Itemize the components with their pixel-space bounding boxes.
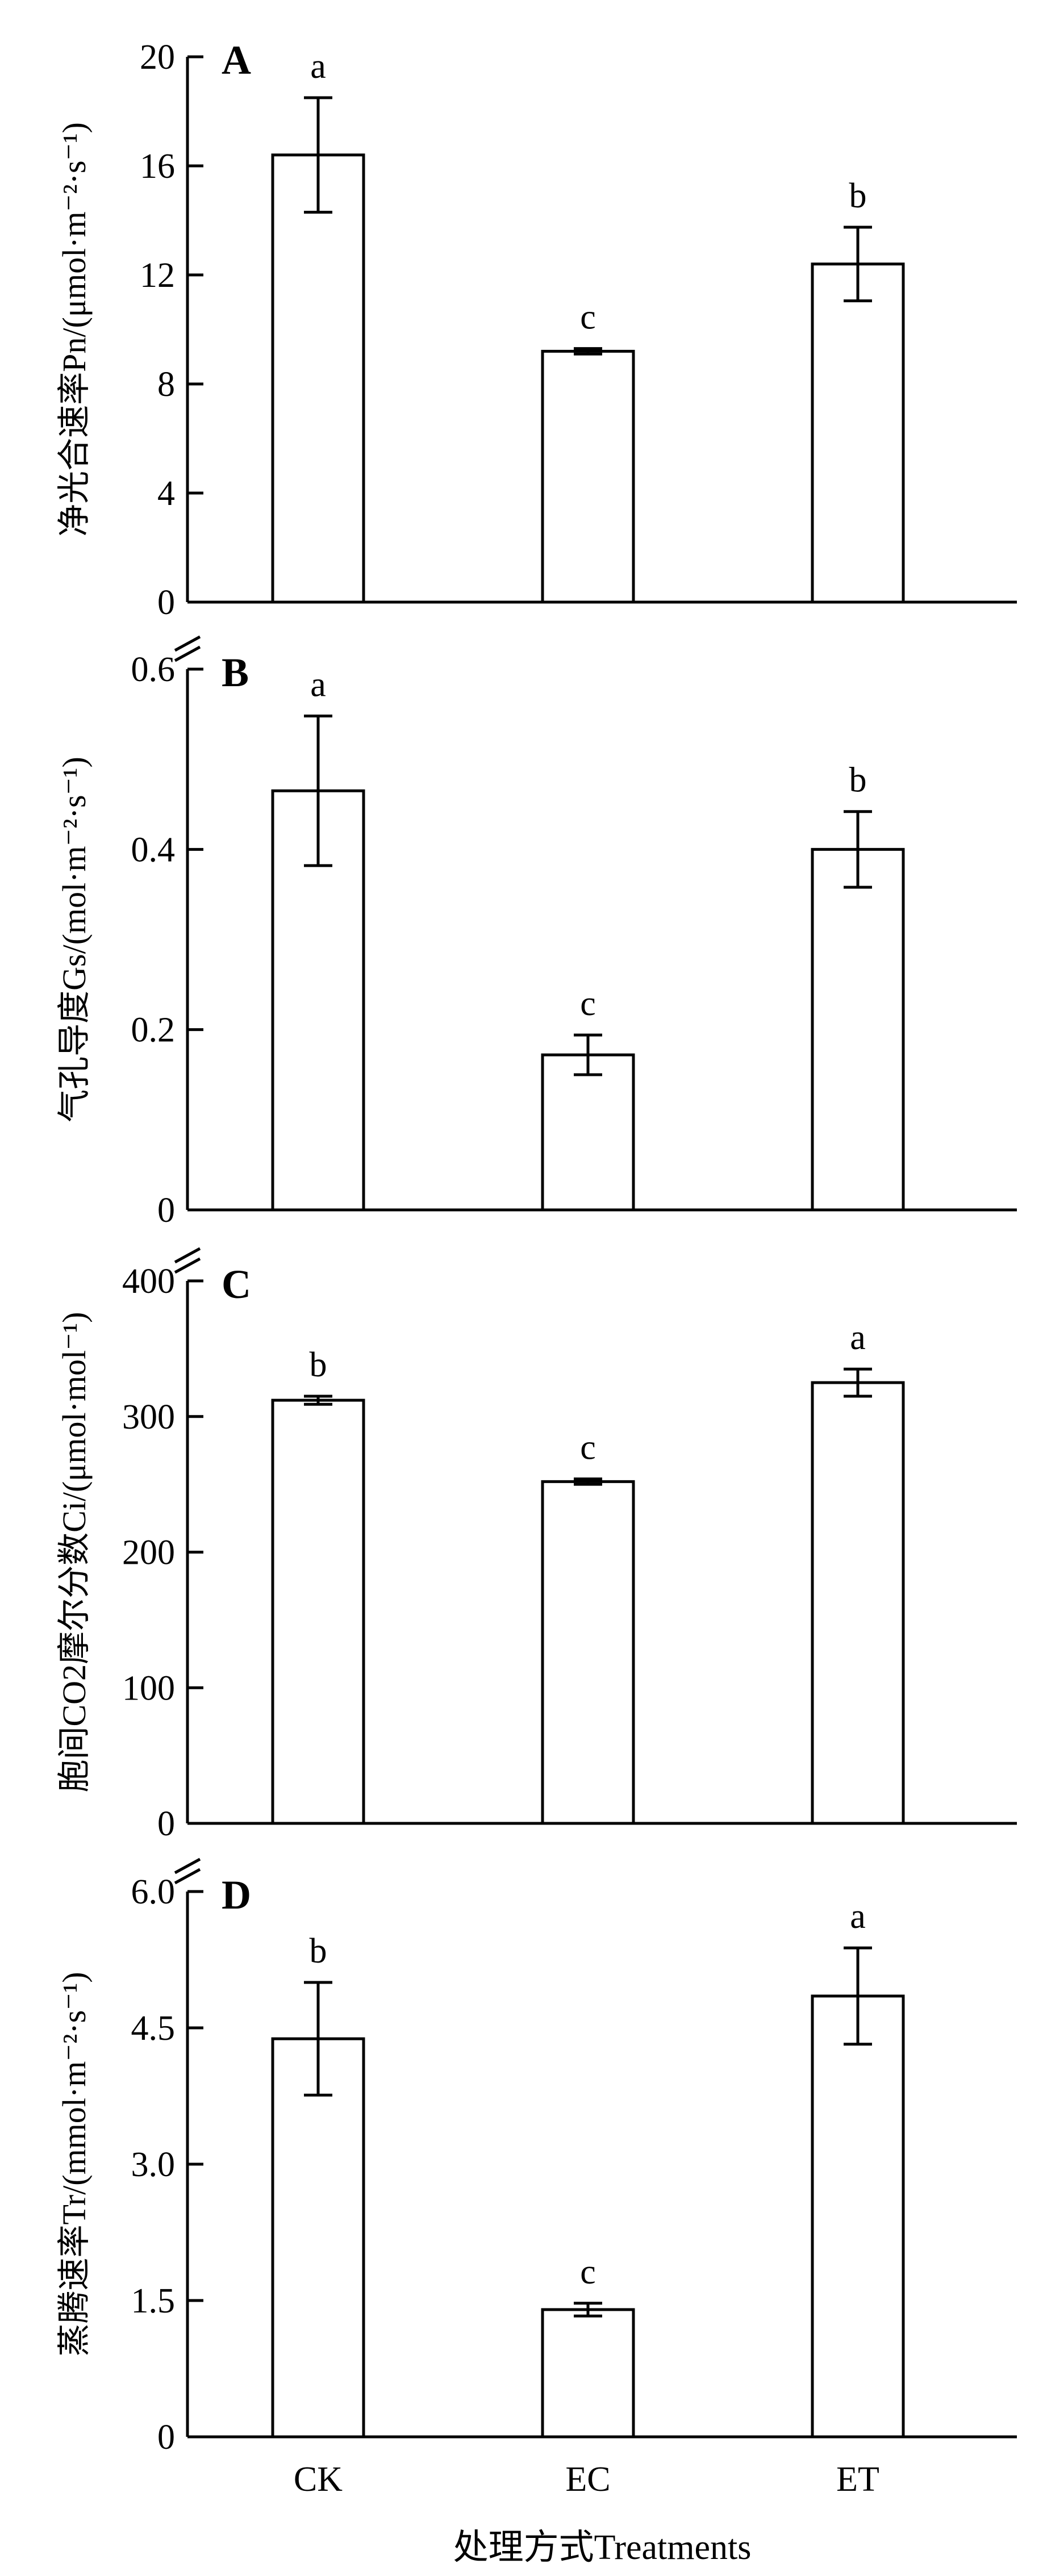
y-axis-title: 气孔导度Gs/(mol·m⁻²·s⁻¹)	[56, 757, 93, 1122]
significance-label: a	[310, 666, 326, 704]
significance-label: a	[850, 1897, 866, 1936]
y-tick-label: 4	[157, 474, 175, 513]
panel-a: 0 4 8 12 16 20 A 净光合速率Pn/(μmol·m⁻²·s⁻¹) a c b	[56, 37, 1017, 622]
y-tick-label: 0	[157, 1805, 175, 1843]
y-tick-label: 8	[157, 365, 175, 404]
axis-break-mark	[174, 1857, 201, 1874]
y-tick-label: 0.2	[131, 1011, 176, 1050]
panel-b: 0 0.2 0.4 0.6 B 气孔导度Gs/(mol·m⁻²·s⁻¹) a c b	[56, 635, 1017, 1230]
bar-ck	[271, 153, 365, 604]
panel-letter: B	[222, 650, 249, 695]
x-axis-title: 处理方式Treatments	[453, 2528, 752, 2567]
y-tick-label: 100	[122, 1669, 175, 1707]
bar-et	[811, 847, 905, 1212]
y-tick-label: 200	[122, 1534, 175, 1572]
axis-break-mark	[174, 1257, 201, 1274]
significance-label: b	[310, 1932, 327, 1970]
y-axis-title: 胞间CO2摩尔分数Ci/(μmol·mol⁻¹)	[56, 1312, 93, 1793]
bar-ec	[541, 1480, 635, 1825]
significance-label: c	[580, 1429, 596, 1467]
significance-label: b	[849, 761, 867, 800]
y-tick-label: 3.0	[131, 2145, 176, 2184]
y-tick-label: 0	[157, 1191, 175, 1230]
y-tick-label: 20	[140, 38, 175, 77]
bar-ck	[271, 2037, 365, 2439]
axis-break-mark	[174, 1868, 201, 1885]
significance-label: b	[310, 1346, 327, 1384]
y-tick-label: 16	[140, 147, 175, 186]
significance-label: c	[580, 2253, 596, 2291]
bar-ec	[541, 1053, 635, 1212]
bar-et	[811, 1994, 905, 2439]
y-tick-label: 1.5	[131, 2282, 176, 2320]
bar-ec	[541, 349, 635, 604]
x-tick-label: ET	[836, 2460, 879, 2499]
y-tick-label: 400	[122, 1262, 175, 1301]
y-axis-title: 蒸腾速率Tr/(mmol·m⁻²·s⁻¹)	[56, 1972, 93, 2356]
y-tick-label: 0	[157, 2418, 175, 2457]
bar-et	[811, 262, 905, 604]
significance-label: c	[580, 298, 596, 337]
y-tick-label: 0.4	[131, 830, 176, 869]
significance-label: a	[310, 47, 326, 86]
panel-letter: C	[222, 1262, 251, 1307]
significance-label: b	[849, 177, 867, 215]
y-tick-label: 300	[122, 1398, 175, 1437]
panel-d: 0 1.5 3.0 4.5 6.0 D 蒸腾速率Tr/(mmol·m⁻²·s⁻¹) b CK c E…	[56, 1857, 1017, 2499]
y-tick-label: 4.5	[131, 2009, 176, 2048]
bar-et	[811, 1381, 905, 1825]
significance-label: a	[850, 1318, 866, 1357]
y-tick-label: 6.0	[131, 1873, 176, 1911]
panel-letter: D	[222, 1872, 251, 1918]
axis-break-mark	[174, 645, 201, 662]
y-tick-label: 0	[157, 583, 175, 622]
axis-break-mark	[174, 1247, 201, 1264]
x-tick-label: CK	[294, 2460, 343, 2499]
bar-ec	[541, 2308, 635, 2439]
y-axis-title: 净光合速率Pn/(μmol·m⁻²·s⁻¹)	[56, 122, 93, 537]
x-tick-label: EC	[565, 2460, 610, 2499]
significance-label: c	[580, 984, 596, 1023]
y-tick-label: 12	[140, 256, 175, 295]
y-tick-label: 0.6	[131, 650, 176, 689]
axis-break-mark	[174, 635, 201, 652]
panel-c: 0 100 200 300 400 C 胞间CO2摩尔分数Ci/(μmol·mol⁻¹) b c…	[56, 1247, 1017, 1843]
panel-letter: A	[222, 37, 251, 83]
bar-ck	[271, 1398, 365, 1825]
